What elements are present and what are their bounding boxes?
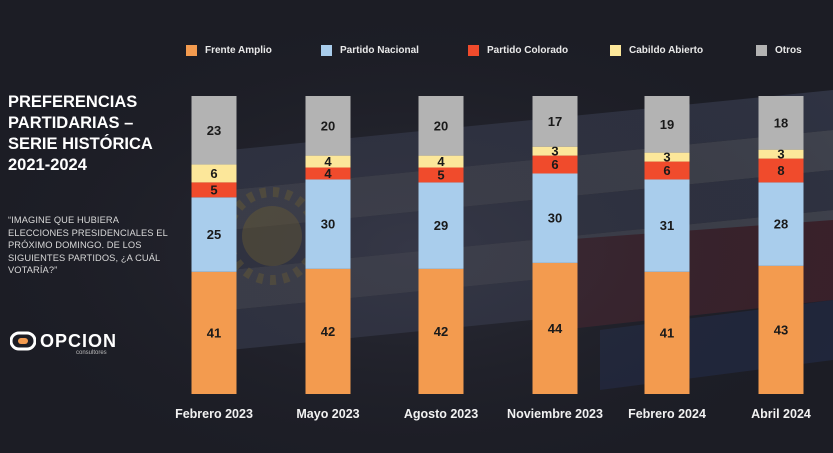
bar-stack-febrero-2023: 41 25 56 23 [191, 96, 237, 394]
bar-segment-cabildo-abierto [418, 155, 464, 168]
data-label: 28 [774, 217, 788, 232]
bar-stack-febrero-2024: 41 31 63 19 [644, 96, 690, 394]
bar-segment-partido-colorado [644, 161, 690, 180]
bar-segment-frente-amplio [644, 271, 690, 394]
data-label: 6 [551, 157, 558, 172]
x-tick-label: Agosto 2023 [404, 407, 478, 421]
data-label: 4 [437, 154, 445, 169]
data-label: 20 [434, 118, 448, 133]
legend-label: Otros [775, 44, 802, 56]
bar-stack-agosto-2023: 42 29 54 20 [418, 96, 464, 394]
bar-segment-cabildo-abierto [191, 164, 237, 183]
data-label: 4 [324, 154, 332, 169]
x-tick-label: Febrero 2023 [175, 407, 253, 421]
bar-stack-noviembre-2023: 44 30 63 17 [532, 96, 578, 394]
bar-segment-partido-colorado [758, 158, 804, 183]
legend-swatch [186, 44, 197, 56]
bar-segment-partido-nacional [418, 182, 464, 269]
data-label: 3 [551, 144, 558, 159]
data-label: 19 [660, 117, 674, 132]
legend-swatch [468, 44, 479, 56]
legend-label: Frente Amplio [205, 44, 272, 56]
data-label: 31 [660, 218, 674, 233]
x-tick-label: Mayo 2023 [296, 407, 359, 421]
bar-segment-otros [532, 96, 578, 147]
data-label: 30 [321, 217, 335, 232]
title-line-3: SERIE HISTÓRICA [8, 135, 153, 153]
data-label: 41 [207, 325, 221, 340]
chart-legend: Frente Amplio Partido Nacional Partido Col… [186, 42, 826, 60]
data-label: 6 [210, 166, 217, 181]
bar-segment-frente-amplio [305, 268, 351, 394]
data-label: 8 [777, 163, 784, 178]
logo-subtext: consultores [76, 350, 107, 356]
opcion-logo: OPCION consultores [10, 330, 130, 356]
x-tick-label: Abril 2024 [751, 407, 811, 421]
bar-stack-mayo-2023: 42 30 44 20 [305, 96, 351, 394]
title-line-1: PREFERENCIAS [8, 93, 138, 111]
bar-segment-otros [305, 96, 351, 156]
bar-stack-abril-2024: 43 28 83 18 [758, 96, 804, 394]
legend-item-otros: Otros [756, 42, 802, 58]
data-label: 41 [660, 325, 674, 340]
bar-segment-partido-nacional [191, 197, 237, 272]
legend-item-cabildo-abierto: Cabildo Abierto [610, 42, 703, 58]
data-label: 18 [774, 115, 788, 130]
data-label: 42 [434, 324, 448, 339]
bar-segment-frente-amplio [418, 268, 464, 394]
bar-segment-partido-colorado [191, 182, 237, 198]
legend-swatch [756, 44, 767, 56]
bar-segment-otros [191, 96, 237, 165]
data-label: 43 [774, 322, 788, 337]
logo-icon [10, 331, 36, 351]
bar-segment-partido-nacional [644, 179, 690, 272]
bar-segment-partido-colorado [418, 167, 464, 183]
legend-label: Partido Nacional [340, 44, 419, 56]
bar-segment-partido-colorado [305, 167, 351, 180]
data-label: 3 [663, 150, 670, 165]
data-label: 25 [207, 227, 221, 242]
bar-segment-partido-nacional [532, 173, 578, 263]
bar-segment-otros [758, 96, 804, 150]
legend-item-frente-amplio: Frente Amplio [186, 42, 272, 58]
bar-segment-partido-nacional [758, 182, 804, 266]
legend-label: Partido Colorado [487, 44, 569, 56]
data-label: 20 [321, 118, 335, 133]
bar-segment-cabildo-abierto [758, 149, 804, 159]
data-label: 3 [777, 147, 784, 162]
legend-item-partido-nacional: Partido Nacional [321, 42, 419, 58]
title-line-2: PARTIDARIAS – [8, 114, 134, 132]
data-label: 42 [321, 324, 335, 339]
bar-segment-partido-nacional [305, 179, 351, 269]
data-label: 30 [548, 211, 562, 226]
legend-swatch [321, 44, 332, 56]
logo-text: OPCION [40, 331, 118, 351]
data-label: 29 [434, 218, 448, 233]
data-label: 4 [324, 166, 332, 181]
data-label: 23 [207, 123, 221, 138]
data-label: 5 [210, 182, 217, 197]
data-label: 17 [548, 114, 562, 129]
legend-label: Cabildo Abierto [629, 44, 704, 56]
chart-title: PREFERENCIAS PARTIDARIAS – SERIE HISTÓRI… [8, 92, 178, 176]
data-label: 44 [548, 321, 563, 336]
data-label: 5 [437, 167, 444, 182]
title-line-4: 2021-2024 [8, 156, 87, 174]
legend-swatch [610, 44, 621, 56]
bar-segment-frente-amplio [532, 262, 578, 394]
x-tick-label: Noviembre 2023 [507, 407, 603, 421]
bar-segment-cabildo-abierto [305, 155, 351, 168]
survey-question: “IMAGINE QUE HUBIERA ELECCIONES PRESIDEN… [8, 215, 168, 276]
bar-segment-partido-colorado [532, 155, 578, 174]
data-label: 6 [663, 163, 670, 178]
legend-item-partido-colorado: Partido Colorado [468, 42, 568, 58]
bar-segment-cabildo-abierto [532, 146, 578, 156]
bar-segment-otros [418, 96, 464, 156]
x-tick-label: Febrero 2024 [628, 407, 706, 421]
bar-segment-otros [644, 96, 690, 153]
bar-segment-cabildo-abierto [644, 152, 690, 162]
bar-segment-frente-amplio [758, 265, 804, 394]
bar-segment-frente-amplio [191, 271, 237, 394]
